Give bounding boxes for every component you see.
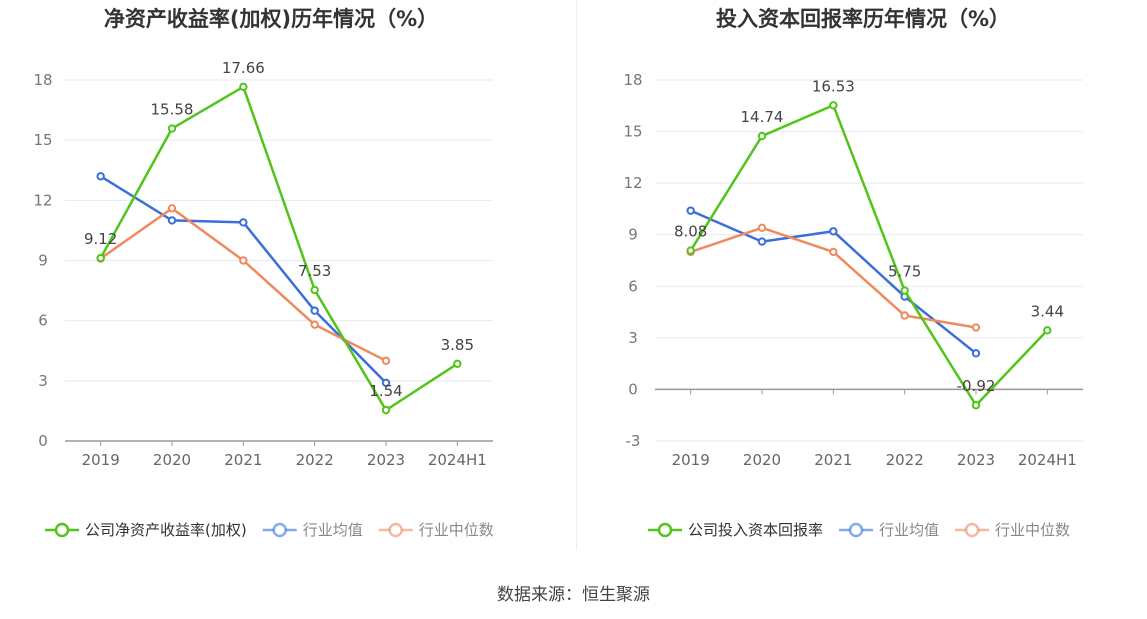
data-label: 16.53 [812, 77, 855, 95]
y-tick-label: -3 [626, 432, 641, 450]
y-tick-label: 12 [33, 191, 52, 209]
data-point[interactable] [829, 247, 838, 257]
data-point[interactable] [971, 401, 981, 410]
x-tick-label: 2023 [367, 451, 405, 469]
y-tick-label: 9 [38, 252, 48, 270]
chart-panel-1: 净资产收益率(加权)历年情况（%） 0 3 6 9 12 15 18 2019 2020 2021 2… [33, 7, 493, 539]
legend-item[interactable]: 行业均值 [262, 521, 363, 539]
x-tick-label: 2023 [957, 451, 995, 469]
data-point[interactable] [96, 253, 105, 263]
data-point[interactable] [310, 306, 319, 315]
data-point[interactable] [167, 124, 177, 133]
data-point[interactable] [971, 349, 981, 358]
data-label: 8.08 [674, 223, 707, 241]
y-tick-label: 15 [33, 131, 52, 149]
legend-marker [848, 522, 864, 538]
data-label: 1.54 [369, 382, 402, 400]
y-tick-label: 3 [628, 329, 638, 347]
data-point[interactable] [900, 311, 909, 320]
legend-label: 行业均值 [879, 521, 939, 539]
chart-title: 净资产收益率(加权)历年情况（%） [104, 7, 438, 31]
x-tick-label: 2024H1 [1018, 451, 1077, 469]
data-point[interactable] [239, 82, 248, 92]
y-tick-label: 12 [623, 174, 642, 192]
data-point[interactable] [686, 246, 695, 255]
y-tick-label: 3 [38, 372, 48, 390]
data-point[interactable] [310, 320, 319, 329]
legend-label: 行业中位数 [995, 521, 1070, 539]
legend-item[interactable]: 行业中位数 [955, 521, 1070, 539]
data-label: 14.74 [741, 108, 784, 126]
data-label: 15.58 [151, 101, 194, 119]
x-tick-label: 2021 [224, 451, 262, 469]
legend-marker [388, 522, 403, 538]
data-point[interactable] [167, 216, 177, 225]
data-label: 7.53 [298, 262, 331, 280]
data-label: 17.66 [222, 59, 265, 77]
x-tick-label: 2019 [82, 451, 120, 469]
y-tick-label: 6 [628, 277, 638, 295]
data-point[interactable] [453, 359, 462, 368]
x-tick-label: 2022 [886, 451, 924, 469]
data-point[interactable] [381, 378, 391, 388]
legend-marker [964, 522, 980, 538]
x-tick-label: 2019 [672, 451, 710, 469]
x-tick-label: 2024H1 [428, 451, 487, 469]
y-tick-label: 9 [628, 226, 638, 244]
legend-marker [272, 522, 287, 538]
y-tick-label: 15 [623, 123, 642, 141]
data-point[interactable] [829, 101, 838, 110]
data-point[interactable] [757, 223, 767, 233]
legend-label: 行业均值 [303, 521, 363, 539]
legend-label: 行业中位数 [419, 521, 494, 539]
y-tick-label: 0 [628, 380, 638, 398]
data-point[interactable] [1043, 326, 1052, 335]
legend-item[interactable]: 公司净资产收益率(加权) [45, 521, 247, 539]
data-label: 5.75 [888, 263, 921, 281]
data-label: 3.85 [441, 336, 474, 354]
data-point[interactable] [239, 256, 248, 265]
data-point[interactable] [239, 218, 248, 227]
panel-divider [576, 0, 577, 550]
data-label: 3.44 [1031, 302, 1064, 320]
data-source-note: 数据来源：恒生聚源 [497, 585, 650, 605]
y-tick-label: 18 [623, 71, 642, 89]
data-point[interactable] [381, 356, 391, 365]
data-point[interactable] [757, 237, 767, 246]
data-point[interactable] [381, 405, 391, 415]
legend-marker [657, 522, 673, 538]
legend-label: 公司投入资本回报率 [688, 521, 823, 539]
chart-panel-2: 投入资本回报率历年情况（%） -3 0 3 6 9 12 15 18 2019 2020 2021 20… [623, 7, 1083, 539]
y-tick-label: 0 [38, 432, 48, 450]
data-point[interactable] [900, 286, 909, 295]
x-tick-label: 2020 [153, 451, 191, 469]
legend-item[interactable]: 行业均值 [839, 521, 939, 539]
data-point[interactable] [310, 285, 319, 295]
x-tick-label: 2021 [814, 451, 852, 469]
data-label: 9.12 [84, 230, 117, 248]
series-line [100, 175, 387, 384]
legend-marker [54, 522, 70, 538]
data-point[interactable] [829, 227, 838, 236]
data-point[interactable] [757, 131, 767, 141]
series-line [99, 85, 459, 412]
y-tick-label: 6 [38, 312, 48, 330]
series-line [690, 226, 977, 329]
data-label: -0.92 [957, 377, 996, 395]
legend-item[interactable]: 公司投入资本回报率 [648, 521, 823, 539]
x-tick-label: 2022 [296, 451, 334, 469]
series-line [689, 104, 1049, 407]
data-point[interactable] [971, 323, 981, 332]
data-point[interactable] [96, 172, 105, 181]
data-point[interactable] [167, 204, 177, 213]
x-tick-label: 2020 [743, 451, 781, 469]
legend-label: 公司净资产收益率(加权) [85, 521, 247, 539]
y-tick-label: 18 [33, 71, 52, 89]
legend-item[interactable]: 行业中位数 [378, 521, 494, 539]
chart-title: 投入资本回报率历年情况（%） [716, 7, 1010, 31]
data-point[interactable] [686, 206, 695, 215]
